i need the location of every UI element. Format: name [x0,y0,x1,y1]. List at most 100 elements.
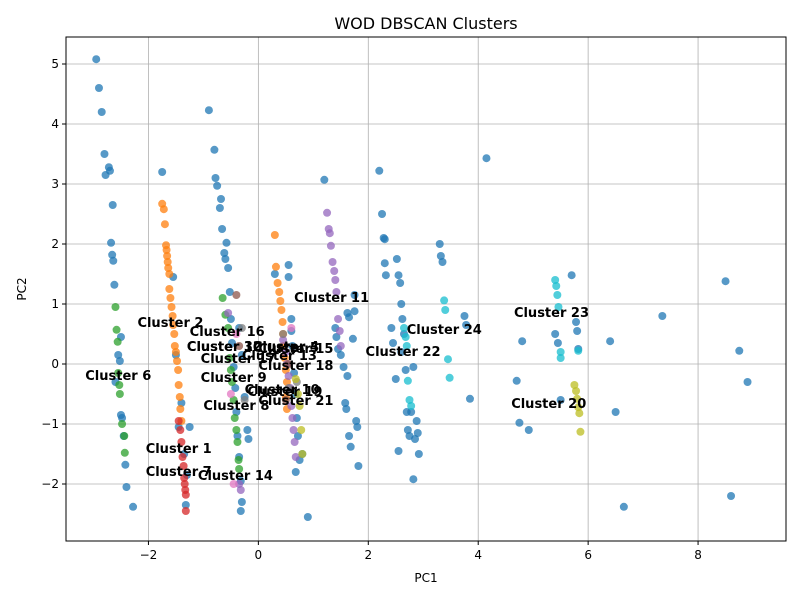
data-point [100,150,109,158]
data-point [167,303,176,311]
cluster-series-5 [232,291,293,404]
data-point [438,258,447,266]
data-point [174,417,183,425]
data-point [284,261,293,269]
x-tick-label: −2 [140,548,158,562]
data-point [405,396,414,404]
data-point [232,426,241,434]
data-point [394,271,403,280]
data-point [168,312,177,320]
data-point [115,390,124,398]
x-tick-label: 4 [474,548,482,562]
data-point [326,241,335,250]
data-point [229,396,238,404]
data-point [345,313,354,322]
data-point [336,342,345,350]
data-point [222,238,231,247]
data-point [160,220,169,229]
data-point [234,456,243,464]
data-point [164,264,173,272]
data-point [320,175,329,184]
data-point [226,315,235,323]
data-point [169,321,178,329]
data-points [92,55,752,521]
data-point [515,418,524,427]
data-point [94,84,103,92]
data-point [226,366,235,374]
data-point [235,342,244,350]
data-point [391,375,400,383]
data-point [606,337,615,346]
data-point [185,423,194,431]
data-point [232,408,241,416]
data-point [174,366,183,374]
data-point [121,460,130,469]
data-point [293,390,302,398]
data-point [224,309,233,317]
data-point [381,271,390,280]
data-point [567,271,576,280]
data-point [465,394,474,403]
data-point [178,453,187,461]
data-point [573,394,582,403]
data-point [109,256,118,265]
data-point [120,432,129,440]
data-point [235,480,244,488]
data-point [165,285,174,293]
y-axis-label: PC2 [15,277,29,300]
data-point [342,405,351,413]
y-axis-ticks: −2 −1 0 1 2 3 4 5 [41,57,66,491]
data-point [115,357,124,365]
data-point [380,235,389,244]
cluster-annotation: Cluster 5 [253,341,319,356]
x-axis-label: PC1 [414,571,437,585]
data-point [218,225,227,233]
data-point [354,462,363,470]
data-point [221,255,230,263]
cluster-annotation: Cluster 10 [245,383,320,398]
data-point [721,277,730,286]
cluster-annotation: Cluster 14 [198,469,273,484]
data-point [556,348,565,356]
data-point [396,279,405,287]
data-point [394,447,403,455]
data-point [112,325,121,334]
data-point [346,442,355,451]
data-point [323,208,332,217]
data-point [619,502,628,511]
data-point [332,288,341,296]
data-point [287,402,296,410]
cluster-series-3 [174,417,190,515]
cluster-annotation: Cluster 4 [253,340,319,355]
cluster-annotation: Cluster 13 [242,349,317,364]
data-point [159,205,168,214]
data-point [162,246,171,254]
data-point [556,396,565,404]
data-point [233,432,242,440]
data-point [281,366,290,374]
data-point [279,336,288,344]
data-point [298,450,307,458]
y-tick-label: 5 [51,57,59,71]
data-point [512,376,521,385]
x-tick-label: 2 [364,548,372,562]
data-point [281,396,290,404]
data-point [343,372,352,380]
data-point [226,390,235,398]
data-point [237,324,246,332]
cluster-annotation: Cluster 17 [201,352,276,367]
data-point [115,381,124,389]
data-point [273,279,282,287]
data-point [303,513,312,521]
data-point [407,402,416,410]
data-point [345,432,354,440]
data-point [443,355,452,364]
data-point [158,168,167,176]
data-point [336,351,345,359]
x-axis-ticks: −2 0 2 4 6 8 [140,541,702,562]
data-point [553,339,562,347]
data-point [335,327,344,335]
data-point [397,300,406,308]
cluster-annotation: Cluster 18 [258,359,333,374]
cluster-annotation: Cluster 9 [201,371,267,386]
